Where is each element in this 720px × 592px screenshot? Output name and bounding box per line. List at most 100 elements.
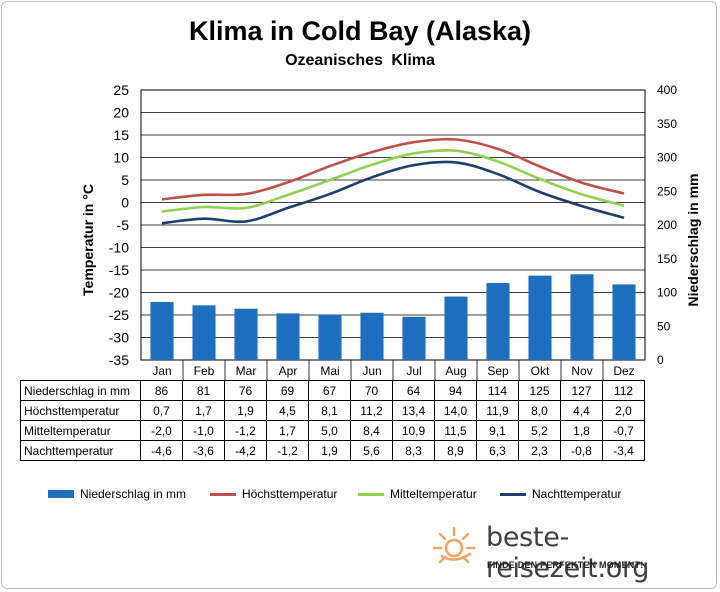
table-cell: 1,9 <box>224 400 267 421</box>
table-cell: -4,6 <box>140 440 183 461</box>
bar-precip-dez <box>612 284 636 360</box>
table-cell: 4,5 <box>266 400 309 421</box>
y-tick-label-right: 100 <box>657 286 677 300</box>
table-cell: 8,9 <box>434 440 477 461</box>
bar-precip-mar <box>234 308 258 360</box>
table-cell: 10,9 <box>392 420 435 441</box>
x-tick-label: Okt <box>531 364 550 378</box>
y-tick-label-left: -5 <box>117 217 130 233</box>
legend-swatch-mean <box>358 492 384 496</box>
table-cell: 8,3 <box>392 440 435 461</box>
y-tick-label-right: 200 <box>657 218 677 232</box>
bar-precip-okt <box>528 275 552 360</box>
brand-logo[interactable]: beste-reisezeit.org FINDE DEN PERFEKTEN … <box>432 522 712 584</box>
table-cell: 11,2 <box>350 400 393 421</box>
table-cell: 114 <box>476 380 519 401</box>
y-tick-label-left: 25 <box>113 82 129 98</box>
table-cell: 1,7 <box>266 420 309 441</box>
y-tick-label-left: -10 <box>109 240 129 256</box>
table-row: Höchsttemperatur 0,7 1,7 1,9 4,5 8,1 11,2 13,4 1… <box>20 400 645 421</box>
table-cell: 14,0 <box>434 400 477 421</box>
legend-label-min: Nachttemperatur <box>532 487 622 501</box>
table-cell: -1,2 <box>224 420 267 441</box>
legend-swatch-max <box>210 492 236 496</box>
table-cell: 1,8 <box>560 420 603 441</box>
y-tick-label-left: 0 <box>121 195 129 211</box>
table-cell: -0,7 <box>602 420 645 441</box>
table-cell: 13,4 <box>392 400 435 421</box>
y-tick-label-left: 5 <box>121 172 129 188</box>
y-tick-label-left: 10 <box>113 150 129 166</box>
table-cell: -3,6 <box>182 440 225 461</box>
legend-item-precip: Niederschlag in mm <box>48 487 186 501</box>
table-cell: 1,9 <box>308 440 351 461</box>
table-cell: 2,3 <box>518 440 561 461</box>
table-cell: 64 <box>392 380 435 401</box>
legend-label-max: Höchsttemperatur <box>242 487 338 501</box>
legend-swatch-precip <box>48 490 74 498</box>
x-tick-label: Dez <box>613 364 634 378</box>
table-row-label: Mitteltemperatur <box>20 420 141 441</box>
brand-name: beste-reisezeit.org <box>486 522 650 584</box>
y-tick-label-left: 15 <box>113 127 129 143</box>
table-cell: 70 <box>350 380 393 401</box>
legend-label-precip: Niederschlag in mm <box>80 487 187 501</box>
chart-svg: 2520151050-5-10-15-20-25-30-354003503002… <box>109 82 677 380</box>
legend-label-mean: Mitteltemperatur <box>390 487 477 501</box>
table-cell: 9,1 <box>476 420 519 441</box>
table-row-label: Höchsttemperatur <box>20 400 141 421</box>
table-row-label: Niederschlag in mm <box>20 380 141 401</box>
table-cell: 112 <box>602 380 645 401</box>
sun-icon <box>432 526 476 564</box>
table-cell: 5,2 <box>518 420 561 441</box>
y-tick-label-right: 300 <box>657 151 677 165</box>
x-tick-label: Sep <box>487 364 509 378</box>
table-cell: -0,8 <box>560 440 603 461</box>
line-hoechsttemperatur <box>161 137 625 201</box>
table-cell: 5,0 <box>308 420 351 441</box>
y-tick-label-left: -20 <box>109 285 129 301</box>
chart-subtitle: Ozeanisches Klima <box>285 52 435 69</box>
y-tick-label-right: 250 <box>657 184 677 198</box>
table-row-label: Nachttemperatur <box>20 440 141 461</box>
table-cell: -1,0 <box>182 420 225 441</box>
table-cell: 8,1 <box>308 400 351 421</box>
bar-precip-jun <box>360 312 384 360</box>
table-cell: 11,5 <box>434 420 477 441</box>
legend-item-max: Höchsttemperatur <box>210 487 337 501</box>
line-nachttemperatur <box>161 160 625 225</box>
data-table: Niederschlag in mm 86 81 76 69 67 70 64 94 114 125… <box>20 380 645 461</box>
bar-precip-nov <box>570 274 594 360</box>
legend-item-mean: Mitteltemperatur <box>358 487 477 501</box>
table-cell: 125 <box>518 380 561 401</box>
bar-precip-mai <box>318 314 342 360</box>
bar-precip-jan <box>150 301 174 360</box>
brand-tagline: FINDE DEN PERFEKTEN MOMENT! <box>487 560 644 570</box>
table-cell: 81 <box>182 380 225 401</box>
y-tick-label-right: 400 <box>657 83 677 97</box>
y-tick-label-left: -30 <box>109 330 129 346</box>
table-cell: 8,4 <box>350 420 393 441</box>
legend-item-min: Nachttemperatur <box>500 487 621 501</box>
x-tick-label: Nov <box>571 364 592 378</box>
x-tick-label: Apr <box>279 364 298 378</box>
y-tick-label-right: 150 <box>657 252 677 266</box>
table-cell: 4,4 <box>560 400 603 421</box>
chart-title: Klima in Cold Bay (Alaska) <box>188 16 532 46</box>
bar-precip-jul <box>402 316 426 360</box>
table-cell: 76 <box>224 380 267 401</box>
table-cell: 11,9 <box>476 400 519 421</box>
table-row: Niederschlag in mm 86 81 76 69 67 70 64 94 114 125… <box>20 380 645 401</box>
table-cell: 5,6 <box>350 440 393 461</box>
x-tick-label: Jun <box>362 364 381 378</box>
y-tick-label-right: 0 <box>657 353 664 367</box>
table-cell: 127 <box>560 380 603 401</box>
legend: Niederschlag in mm Höchsttemperatur Mitt… <box>0 487 720 503</box>
y-tick-label-right: 350 <box>657 117 677 131</box>
x-tick-label: Jul <box>406 364 421 378</box>
table-cell: 69 <box>266 380 309 401</box>
y-tick-label-left: -35 <box>109 352 129 368</box>
y-tick-label-right: 50 <box>657 319 671 333</box>
table-cell: 8,0 <box>518 400 561 421</box>
